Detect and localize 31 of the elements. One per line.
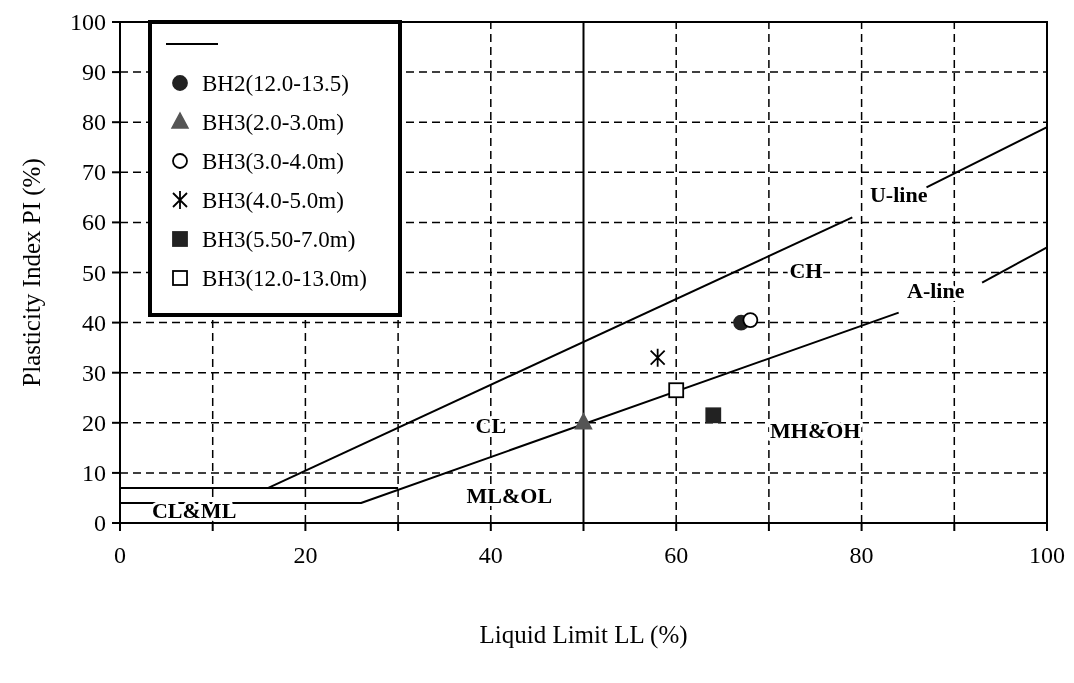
legend-label: BH2(12.0-13.5) [202,71,349,96]
legend-label: BH3(2.0-3.0m) [202,110,344,135]
y-tick-label: 20 [82,409,106,436]
legend-label: BH3(5.50-7.0m) [202,227,356,252]
y-tick-label: 70 [82,159,106,186]
legend-label: BH3(4.0-5.0m) [202,188,344,213]
y-tick-label: 60 [82,209,106,236]
legend-label: BH3(3.0-4.0m) [202,149,344,174]
annotation: A-line [907,277,965,303]
x-tick-label: 20 [293,542,318,568]
annotation: MH&OH [770,417,861,443]
annotation: CL&ML [152,497,237,523]
y-tick-label: 50 [82,259,106,286]
legend-label: BH3(12.0-13.0m) [202,266,367,291]
y-tick-label: 10 [82,459,106,486]
x-axis-title: Liquid Limit LL (%) [479,621,688,649]
x-tick-label: 80 [849,542,874,568]
annotation: ML&OL [466,482,553,508]
y-tick-label: 0 [94,510,106,536]
y-tick-label: 80 [82,109,106,136]
x-tick-label: 100 [1029,542,1065,568]
x-tick-label: 0 [114,542,126,568]
y-tick-label: 100 [70,9,106,35]
x-tick-label: 60 [664,542,689,568]
annotation: U-line [869,182,928,208]
y-tick-label: 40 [82,309,106,336]
x-tick-label: 40 [478,542,503,568]
y-axis-title: Plasticity Index PI (%) [18,158,46,387]
annotation: CH [789,257,823,283]
y-tick-label: 30 [82,359,106,386]
y-tick-label: 90 [82,59,106,86]
